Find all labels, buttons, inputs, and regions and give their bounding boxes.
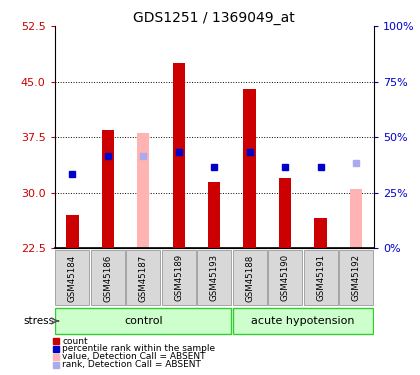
Bar	[350, 189, 362, 248]
Text: GSM45189: GSM45189	[174, 254, 183, 302]
Text: GSM45193: GSM45193	[210, 254, 219, 302]
Bar	[137, 134, 150, 248]
Bar	[279, 178, 291, 248]
Bar	[268, 251, 302, 305]
Bar	[66, 215, 79, 248]
Text: count: count	[63, 337, 88, 346]
Text: control: control	[124, 316, 163, 326]
Title: GDS1251 / 1369049_at: GDS1251 / 1369049_at	[133, 11, 295, 25]
Bar	[304, 251, 338, 305]
Bar	[244, 89, 256, 248]
Bar	[233, 308, 373, 334]
Text: GSM45191: GSM45191	[316, 254, 325, 302]
Text: GSM45187: GSM45187	[139, 254, 148, 302]
Text: rank, Detection Call = ABSENT: rank, Detection Call = ABSENT	[63, 360, 201, 369]
Text: value, Detection Call = ABSENT: value, Detection Call = ABSENT	[63, 352, 206, 361]
Text: GSM45190: GSM45190	[281, 254, 290, 302]
Text: GSM45188: GSM45188	[245, 254, 254, 302]
Bar	[55, 308, 231, 334]
Bar	[233, 251, 267, 305]
Text: GSM45184: GSM45184	[68, 254, 77, 302]
Bar	[173, 63, 185, 248]
Bar	[102, 130, 114, 248]
Bar	[162, 251, 196, 305]
Bar	[315, 219, 327, 248]
Text: stress: stress	[24, 316, 55, 326]
Text: acute hypotension: acute hypotension	[251, 316, 354, 326]
Bar	[208, 182, 221, 248]
Text: GSM45192: GSM45192	[352, 254, 360, 302]
Bar	[91, 251, 125, 305]
Text: GSM45186: GSM45186	[103, 254, 112, 302]
Bar	[55, 251, 89, 305]
Text: percentile rank within the sample: percentile rank within the sample	[63, 345, 215, 354]
Bar	[197, 251, 231, 305]
Bar	[339, 251, 373, 305]
Bar	[126, 251, 160, 305]
